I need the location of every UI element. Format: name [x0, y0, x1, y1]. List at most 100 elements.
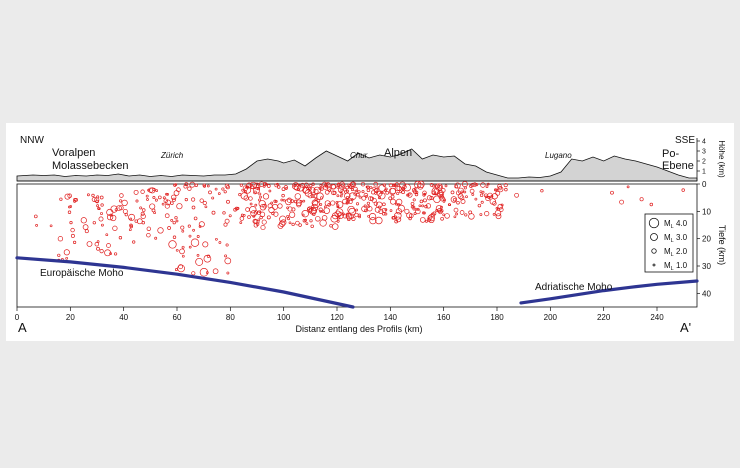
earthquake-event	[96, 240, 100, 243]
earthquake-event	[395, 216, 402, 223]
earthquake-event	[198, 225, 202, 228]
earthquake-event	[95, 199, 99, 204]
earthquake-event	[433, 195, 441, 203]
earthquake-event	[419, 199, 424, 204]
earthquake-event	[361, 195, 367, 201]
earthquake-event	[347, 183, 351, 187]
earthquake-event	[421, 204, 424, 208]
earthquake-event	[253, 219, 258, 224]
label-voralpen: Voralpen	[52, 147, 95, 159]
earthquake-event	[321, 215, 328, 221]
earthquake-event	[277, 223, 284, 229]
earthquake-event	[287, 206, 293, 212]
earthquake-event	[410, 201, 415, 206]
earthquake-event	[347, 205, 356, 214]
earthquake-event	[206, 184, 210, 188]
earthquake-event	[291, 182, 300, 190]
earthquake-event	[91, 193, 95, 198]
topography-tick-label: 3	[702, 149, 706, 156]
earthquake-event	[196, 235, 200, 238]
earthquake-event	[450, 190, 455, 195]
y-tick-label: 40	[702, 289, 711, 298]
earthquake-event	[67, 210, 72, 214]
earthquake-event	[262, 203, 268, 209]
earthquake-event	[337, 187, 344, 193]
earthquake-event	[455, 212, 458, 216]
earthquake-event	[343, 187, 347, 192]
earthquake-event	[493, 188, 498, 192]
earthquake-event	[500, 203, 504, 207]
earthquake-event	[223, 190, 227, 194]
earthquake-event	[173, 183, 177, 187]
earthquake-event	[479, 193, 484, 197]
earthquake-event	[469, 184, 473, 188]
earthquake-event	[438, 185, 442, 189]
earthquake-event	[346, 189, 350, 193]
earthquake-event	[282, 198, 286, 202]
earthquake-event	[167, 226, 171, 230]
earthquake-event	[444, 184, 448, 188]
earthquake-event	[214, 187, 218, 191]
earthquake-event	[439, 191, 443, 196]
label-lugano: Lugano	[545, 151, 572, 160]
earthquake-event	[116, 205, 122, 211]
earthquake-event	[239, 221, 243, 224]
earthquake-event	[97, 207, 101, 211]
earthquake-event	[355, 202, 360, 206]
earthquake-event	[460, 190, 464, 194]
earthquake-event	[301, 210, 309, 218]
earthquake-event	[456, 200, 460, 205]
earthquake-event	[258, 200, 266, 208]
earthquake-event	[384, 188, 387, 192]
earthquake-event	[244, 186, 252, 194]
earthquake-event	[309, 184, 313, 188]
earthquake-event	[259, 204, 267, 211]
earthquake-event	[249, 202, 253, 206]
earthquake-event	[35, 224, 38, 227]
earthquake-event	[354, 212, 359, 218]
earthquake-event	[146, 198, 149, 201]
earthquake-event	[258, 198, 261, 202]
earthquake-event	[378, 208, 384, 214]
earthquake-event	[403, 183, 411, 192]
earthquake-event	[311, 182, 315, 186]
earthquake-event	[59, 197, 63, 201]
earthquake-event	[129, 224, 133, 229]
earthquake-event	[295, 199, 303, 207]
earthquake-event	[288, 211, 296, 218]
x-tick-label: 40	[119, 313, 128, 322]
earthquake-event	[259, 195, 262, 199]
x-tick-label: 160	[437, 313, 451, 322]
earthquake-event	[491, 193, 498, 200]
earthquake-event	[288, 221, 292, 225]
earthquake-event	[376, 186, 380, 190]
earthquake-event	[497, 203, 504, 210]
earthquake-event	[319, 184, 323, 187]
earthquake-event	[344, 192, 351, 200]
earthquake-event	[224, 218, 230, 224]
earthquake-event	[342, 213, 348, 219]
earthquake-event	[285, 198, 292, 206]
earthquake-events	[34, 180, 685, 277]
earthquake-event	[164, 213, 170, 219]
earthquake-event	[310, 224, 314, 229]
earthquake-event	[429, 196, 434, 200]
earthquake-event	[266, 184, 271, 188]
earthquake-event	[179, 248, 185, 255]
earthquake-event	[211, 210, 216, 215]
earthquake-event	[497, 186, 504, 193]
label-nnw: NNW	[20, 135, 44, 146]
earthquake-event	[276, 185, 281, 189]
earthquake-event	[474, 197, 478, 201]
earthquake-event	[291, 222, 295, 227]
earthquake-event	[208, 190, 212, 195]
earthquake-event	[336, 205, 340, 209]
earthquake-event	[72, 240, 77, 244]
earthquake-event	[503, 183, 508, 188]
earthquake-event	[374, 191, 378, 195]
earthquake-event	[146, 226, 151, 231]
earthquake-event	[141, 208, 146, 212]
earthquake-event	[297, 188, 300, 192]
earthquake-event	[140, 189, 145, 194]
profile-end-label: A'	[680, 320, 691, 335]
